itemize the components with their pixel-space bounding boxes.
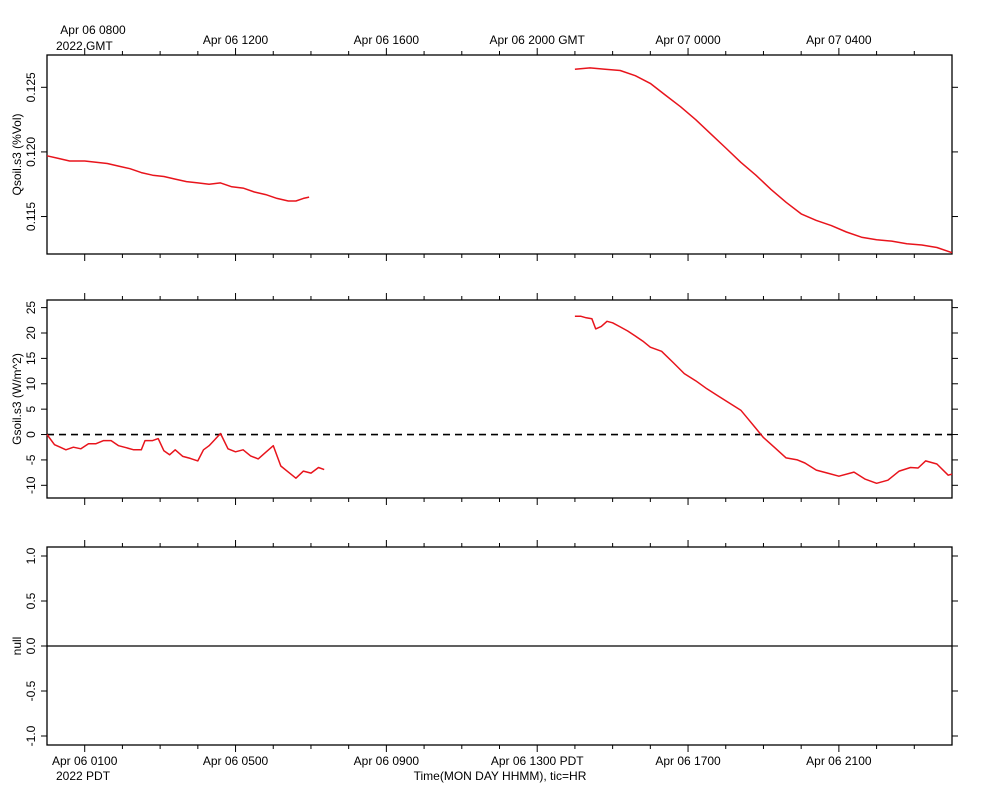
series-line-segment-1 [46,155,310,202]
y-tick-label: 5 [24,405,38,412]
top-time-label: Apr 06 1200 [203,33,269,47]
y-tick-label: 0.0 [24,637,38,654]
y-tick-label: 0.125 [24,72,38,102]
series-line-segment-2 [574,315,953,485]
bottom-time-label: Apr 06 2100 [806,754,872,768]
top-time-label: Apr 07 0400 [806,33,872,47]
bottom-time-label: Apr 06 1300 PDT [491,754,584,768]
plot-frame [46,299,953,499]
series-line-segment-1 [46,432,325,479]
y-tick-label: -10 [24,476,38,494]
y-tick-label: 0.115 [24,202,38,231]
top-year-label: 2022 GMT [56,39,113,53]
plot-frame [46,54,953,255]
bottom-time-label: Apr 06 0100 [52,754,118,768]
y-tick-label: 25 [24,301,38,315]
y-tick-label: 15 [24,351,38,365]
y-tick-label: 0.120 [24,137,38,167]
y-tick-label: 10 [24,377,38,391]
top-time-label: Apr 07 0000 [655,33,721,47]
y-tick-label: 0 [24,431,38,438]
y-tick-label: -5 [24,454,38,465]
top-time-label: Apr 06 1600 [354,33,420,47]
top-time-axis: Apr 06 0800 Apr 06 1200 Apr 06 1600 Apr 06 … [60,23,872,47]
bottom-time-label: Apr 06 1700 [655,754,721,768]
y-tick-label: 1.0 [24,547,38,564]
y-tick-label: -0.5 [24,680,38,701]
y-tick-label: 0.5 [24,592,38,609]
bottom-time-label: Apr 06 0500 [203,754,269,768]
y-axis-label: Gsoil.s3 (W/m^2) [10,353,24,445]
y-axis-label: null [10,637,24,656]
top-time-label: Apr 06 0800 [60,23,126,37]
y-tick-label: -1.0 [24,725,38,746]
y-axis-label: Qsoil.s3 (%Vol) [10,113,24,195]
chart-panel-2: -10 -5 0 5 10 15 20 25 Gsoil.s3 (W/m^2) [10,293,958,505]
bottom-time-axis: Apr 06 0100 Apr 06 0500 Apr 06 0900 Apr 06 … [52,754,872,768]
bottom-year-label: 2022 PDT [56,769,111,783]
top-time-label: Apr 06 2000 GMT [490,33,586,47]
chart-panel-3: -1.0 -0.5 0.0 0.5 1.0 null [10,540,958,752]
y-tick-label: 20 [24,326,38,340]
bottom-time-label: Apr 06 0900 [354,754,420,768]
series-line-segment-2 [574,67,953,254]
x-axis-label: Time(MON DAY HHMM), tic=HR [414,769,587,783]
